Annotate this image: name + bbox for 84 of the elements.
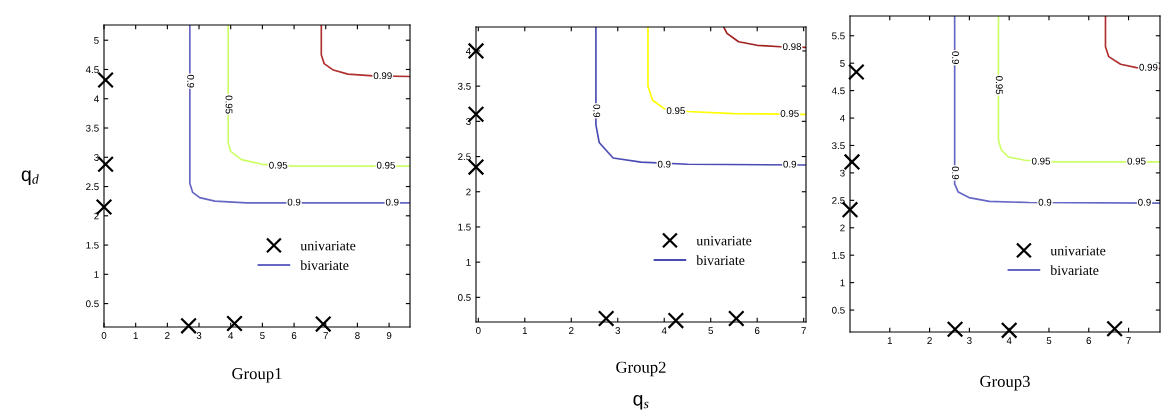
- x-tick-label: 6: [1086, 337, 1092, 344]
- y-tick-label: 1.5: [832, 252, 845, 259]
- y-tick-label: 0.5: [832, 306, 845, 314]
- y-tick-label: 3: [94, 154, 99, 161]
- y-tick-label: 0.5: [458, 294, 471, 301]
- annotation: 0.9: [187, 74, 195, 88]
- annotation: 0.95: [1127, 157, 1146, 165]
- x-tick-label: 6: [291, 332, 297, 339]
- annotation: 0.9: [952, 166, 959, 180]
- legend-label: univariate: [696, 236, 752, 246]
- annotation: 0.95: [780, 110, 799, 117]
- y-tick-label: 2.5: [458, 153, 471, 161]
- x-tick-label: 6: [754, 327, 760, 334]
- y-tick-label: 4: [465, 47, 471, 55]
- y-axis-title: q$_{d}$: [21, 170, 39, 185]
- annotation: 0.9: [1138, 198, 1151, 206]
- legend-label: bivariate: [696, 255, 745, 266]
- annotation: 0.95: [376, 161, 395, 169]
- x-tick-label: 0: [101, 332, 107, 339]
- x-tick-label: 0: [476, 327, 481, 334]
- annotation: 0.9: [385, 198, 399, 206]
- x-tick-label: 5: [260, 332, 265, 339]
- annotation: 0.95: [225, 95, 233, 114]
- x-tick-label: 3: [196, 332, 202, 339]
- y-tick-label: 2.5: [86, 183, 99, 191]
- x-tick-label: 9: [386, 332, 392, 339]
- y-tick-label: 2: [840, 224, 845, 232]
- text: Group2: [616, 361, 666, 377]
- y-tick-label: 5.5: [832, 32, 845, 40]
- annotation: 0.9: [287, 198, 301, 206]
- x-tick-label: 1: [133, 332, 138, 339]
- legend-label: univariate: [1050, 246, 1106, 256]
- y-tick-label: 4: [839, 114, 845, 122]
- annotation: 0.9: [657, 160, 671, 168]
- x-tick-label: 7: [1126, 337, 1131, 344]
- x-tick-label: 2: [165, 332, 170, 339]
- legend-label: bivariate: [300, 260, 349, 271]
- x-tick-label: 2: [569, 327, 574, 334]
- y-tick-label: 4.5: [85, 66, 99, 74]
- y-tick-label: 5: [94, 37, 99, 44]
- y-tick-label: 1: [840, 279, 845, 287]
- annotation: 0.9: [952, 51, 959, 64]
- y-tick-label: 3.5: [832, 142, 845, 150]
- y-tick-label: 3: [840, 169, 845, 177]
- y-tick-label: 4: [93, 95, 99, 103]
- y-tick-label: 1: [94, 271, 99, 278]
- annotation: 0.95: [1031, 157, 1051, 165]
- y-tick-label: 2: [466, 188, 471, 196]
- x-tick-label: 7: [801, 327, 806, 334]
- x-tick-label: 2: [927, 337, 932, 344]
- x-tick-label: 1: [887, 337, 893, 344]
- x-tick-label: 1: [522, 327, 528, 334]
- x-tick-label: 4: [1006, 337, 1012, 344]
- annotation: 0.98: [782, 43, 802, 51]
- annotation: 0.9: [783, 160, 797, 168]
- x-tick-label: 4: [228, 332, 234, 339]
- legend-label: bivariate: [1050, 265, 1099, 276]
- x-tick-label: 4: [661, 327, 667, 334]
- annotation: 0.95: [995, 76, 1003, 95]
- legend-label: univariate: [300, 241, 356, 251]
- text: Group1: [232, 368, 282, 383]
- annotation: 0.95: [666, 107, 685, 115]
- y-tick-label: 5: [840, 60, 845, 67]
- y-tick-label: 1: [466, 258, 471, 266]
- y-tick-label: 0.5: [86, 300, 99, 308]
- x-axis-title: q$_{s}$: [633, 395, 649, 410]
- y-tick-label: 4.5: [831, 87, 845, 95]
- y-tick-label: 1.5: [86, 241, 99, 249]
- text: Group3: [980, 375, 1030, 391]
- annotation: 0.95: [269, 161, 288, 169]
- x-tick-label: 7: [323, 332, 328, 339]
- annotation: 0.99: [1139, 63, 1158, 71]
- y-tick-label: 2.5: [832, 197, 845, 204]
- annotation: 0.9: [1038, 198, 1052, 206]
- annotation: 0.9: [593, 104, 601, 118]
- annotation: 0.99: [373, 72, 392, 80]
- x-tick-label: 3: [967, 337, 972, 344]
- x-tick-label: 3: [615, 327, 621, 334]
- y-tick-label: 1.5: [458, 223, 471, 231]
- y-tick-label: 3.5: [86, 124, 99, 132]
- x-tick-label: 8: [355, 332, 360, 339]
- x-tick-label: 5: [708, 327, 714, 334]
- x-tick-label: 5: [1046, 337, 1052, 344]
- y-tick-label: 3.5: [458, 82, 471, 90]
